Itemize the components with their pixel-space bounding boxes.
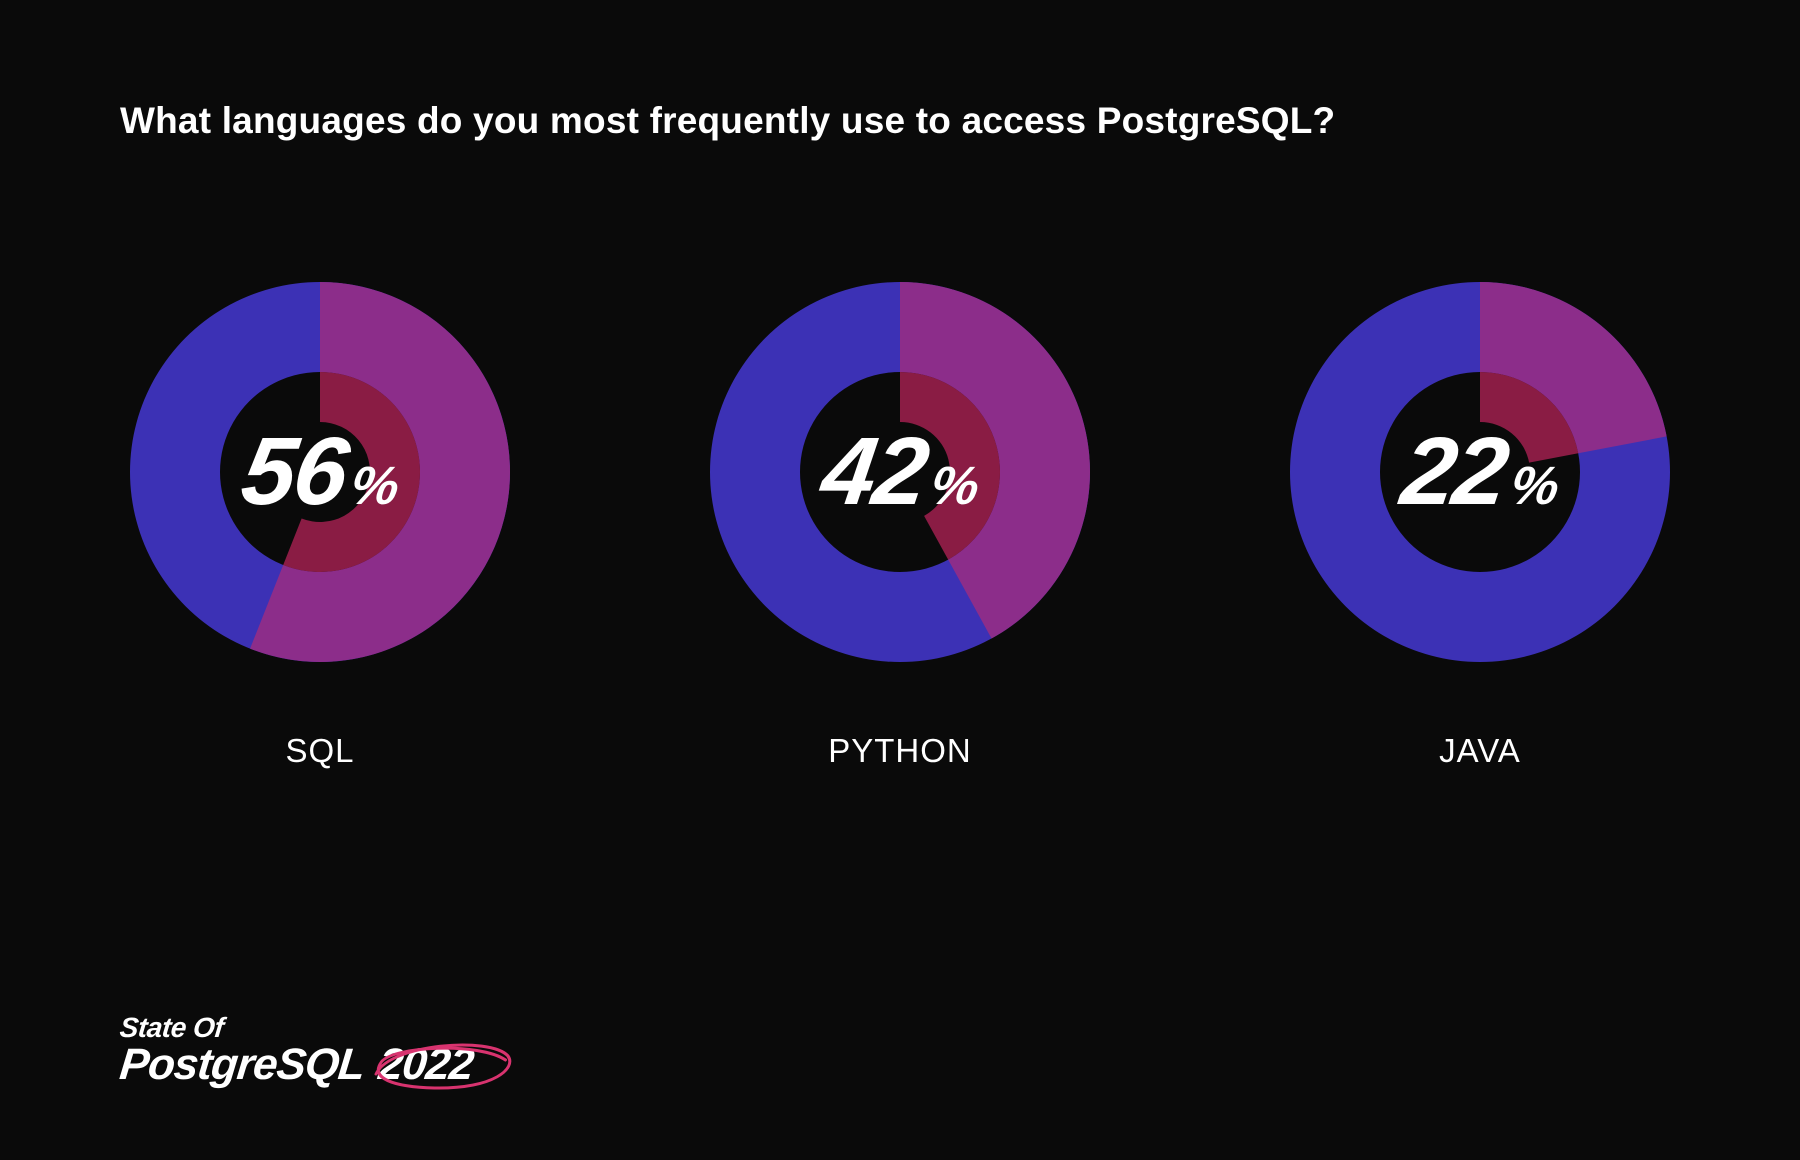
- chart-item-python: 42% PYTHON: [710, 282, 1090, 770]
- donut-svg: [1290, 282, 1670, 662]
- chart-item-sql: 56% SQL: [130, 282, 510, 770]
- page: What languages do you most frequently us…: [0, 0, 1800, 1160]
- donut-svg: [130, 282, 510, 662]
- chart-label: SQL: [285, 732, 354, 770]
- chart-label: JAVA: [1439, 732, 1521, 770]
- donut-sql: 56%: [130, 282, 510, 662]
- chart-title: What languages do you most frequently us…: [120, 100, 1680, 142]
- donut-python: 42%: [710, 282, 1090, 662]
- chart-item-java: 22% JAVA: [1290, 282, 1670, 770]
- donut-svg: [710, 282, 1090, 662]
- footer-logo: State Of PostgreSQL 2022: [120, 1012, 473, 1090]
- footer-year: 2022: [376, 1040, 475, 1090]
- footer-year-text: 2022: [376, 1040, 475, 1089]
- chart-label: PYTHON: [828, 732, 972, 770]
- donut-java: 22%: [1290, 282, 1670, 662]
- charts-row: 56% SQL 42% PYTHON: [120, 282, 1680, 770]
- footer-line2a: PostgreSQL: [117, 1040, 367, 1090]
